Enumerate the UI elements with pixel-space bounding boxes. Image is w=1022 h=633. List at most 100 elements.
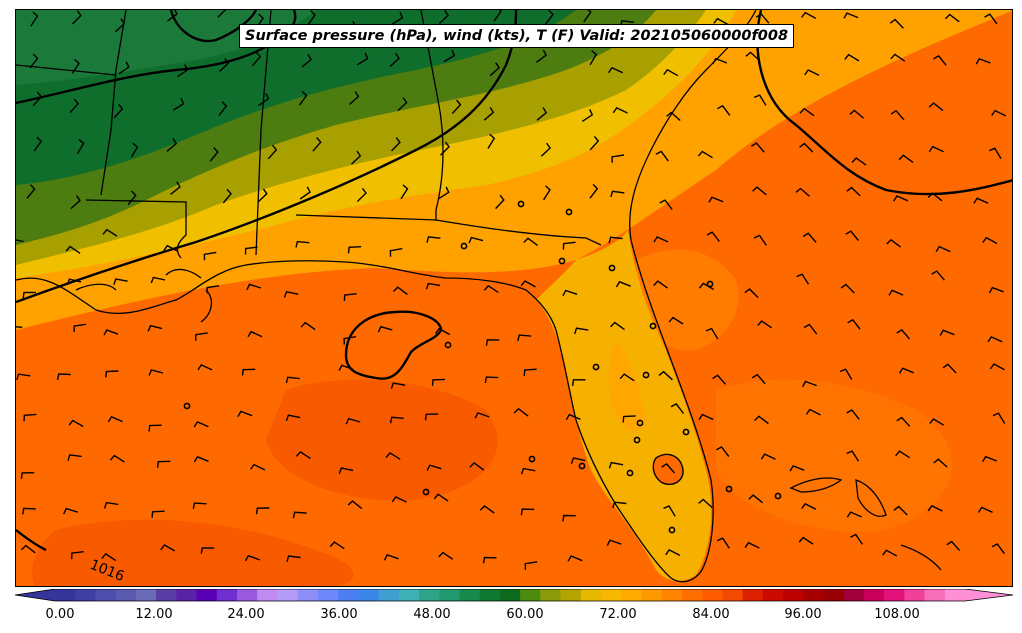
- wind-barb: [757, 320, 773, 329]
- wind-barb: [385, 451, 401, 460]
- wind-barb: [451, 99, 462, 114]
- wind-barb: [424, 413, 439, 421]
- wind-barb: [698, 498, 713, 509]
- wind-barb: [69, 98, 80, 114]
- wind-barb: [347, 246, 362, 254]
- wind-barb: [203, 251, 217, 261]
- colorbar-swatch: [783, 589, 804, 601]
- wind-barb: [209, 147, 219, 162]
- colorbar-swatch: [621, 589, 642, 601]
- wind-barb: [989, 147, 1002, 159]
- wind-barb: [670, 402, 685, 414]
- wind-barb: [982, 236, 998, 245]
- colorbar-swatch: [803, 589, 824, 601]
- wind-barb: [16, 239, 24, 243]
- wind-barb: [312, 137, 322, 152]
- wind-barb: [479, 505, 495, 514]
- temperature-colorbar: [14, 589, 1014, 602]
- wind-barb: [389, 416, 404, 424]
- colorbar-swatch: [75, 589, 96, 601]
- wind-barb: [257, 188, 268, 203]
- wind-barb: [425, 282, 441, 290]
- colorbar-swatch: [601, 589, 622, 601]
- wind-barb: [929, 418, 945, 426]
- wind-barb: [523, 237, 539, 247]
- wind-barb: [105, 370, 119, 378]
- wind-barb: [991, 109, 1007, 117]
- wind-barb: [343, 293, 357, 302]
- wind-barb: [377, 325, 393, 333]
- wind-barb: [193, 455, 209, 463]
- colorbar-tick-label: 24.00: [227, 607, 265, 622]
- wind-barb: [975, 58, 991, 65]
- wind-barb: [612, 107, 628, 114]
- wind-barb: [931, 270, 945, 281]
- wind-barb: [977, 506, 993, 514]
- wind-barb: [267, 144, 278, 160]
- wind-barb: [383, 554, 399, 561]
- wind-barb: [570, 457, 586, 464]
- wind-barb: [933, 54, 947, 66]
- wind-barb: [298, 90, 308, 106]
- colorbar-swatch: [398, 589, 420, 601]
- wind-barb: [200, 547, 215, 554]
- wind-barb: [882, 549, 898, 557]
- colorbar-swatch: [702, 589, 723, 601]
- colorbar-swatch: [904, 589, 926, 601]
- colorbar-swatch: [722, 589, 744, 601]
- wind-barb: [65, 245, 81, 254]
- wind-barb: [799, 142, 814, 153]
- wind-barb: [583, 10, 592, 23]
- wind-barb: [697, 150, 713, 159]
- wind-barb: [241, 368, 256, 376]
- wind-barb: [663, 505, 676, 517]
- wind-barb: [567, 555, 583, 562]
- wind-barb: [589, 135, 600, 151]
- wind-barb: [237, 410, 253, 417]
- wind-barb: [991, 543, 1005, 555]
- wind-barb: [300, 321, 316, 331]
- wind-barb: [520, 280, 536, 288]
- wind-barb: [615, 280, 631, 288]
- wind-barb: [890, 109, 905, 121]
- colorbar-swatch: [520, 589, 541, 601]
- wind-barb: [653, 236, 669, 243]
- wind-barb: [251, 51, 262, 67]
- wind-barb: [22, 507, 36, 515]
- wind-barb: [610, 321, 625, 331]
- colorbar-tick-label: 84.00: [692, 607, 730, 622]
- wind-barb: [517, 334, 532, 342]
- wind-barb: [343, 336, 357, 345]
- wind-barb: [589, 183, 599, 199]
- colorbar-swatch: [439, 589, 460, 601]
- wind-barb: [889, 18, 904, 29]
- wind-barb: [665, 549, 681, 557]
- wind-barb: [485, 339, 500, 346]
- colorbar-tick-label: 60.00: [506, 607, 544, 622]
- wind-barb: [32, 91, 43, 107]
- wind-barb: [847, 318, 861, 330]
- wind-barb: [851, 157, 867, 166]
- wind-barb: [895, 450, 910, 459]
- colorbar-swatch: [338, 589, 359, 601]
- wind-barb: [748, 494, 763, 504]
- wind-barb: [177, 64, 189, 78]
- colorbar-swatch: [135, 589, 157, 601]
- wind-barb: [981, 455, 998, 463]
- wind-barb: [489, 62, 501, 77]
- colorbar-tick-label: 12.00: [135, 607, 173, 622]
- colorbar-swatch: [863, 589, 885, 601]
- wind-barb: [102, 228, 118, 237]
- wind-barb: [796, 273, 810, 285]
- colorbar-swatch: [580, 589, 602, 601]
- wind-barb: [113, 278, 128, 286]
- wind-barb: [535, 49, 548, 63]
- wind-barb: [66, 278, 82, 286]
- wind-barb: [712, 374, 727, 385]
- wind-barb: [56, 373, 71, 381]
- wind-barb: [33, 136, 43, 152]
- wind-barb: [712, 57, 728, 65]
- wind-barb: [148, 369, 164, 376]
- wind-barb: [217, 10, 227, 18]
- wind-barb: [443, 49, 456, 63]
